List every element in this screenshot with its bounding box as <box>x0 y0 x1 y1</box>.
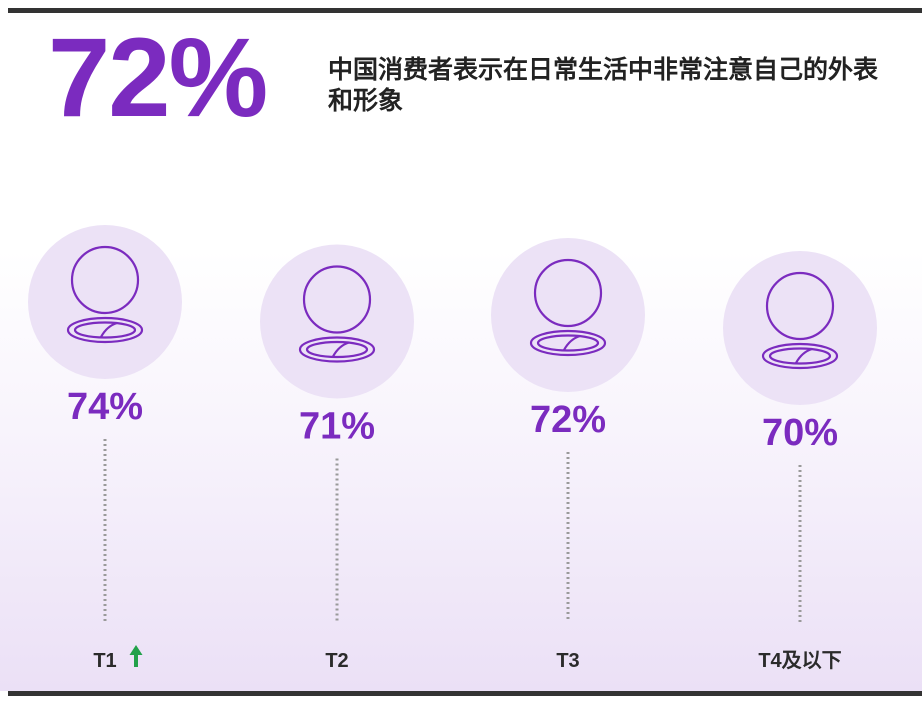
compact-mirror-icon <box>66 245 144 344</box>
compact-mirror-icon <box>298 265 376 363</box>
category-label: T1 <box>93 650 116 672</box>
up-arrow-icon <box>129 645 143 667</box>
category-label: T2 <box>325 650 348 672</box>
compact-mirror-icon <box>761 271 839 370</box>
value-label: 71% <box>299 406 375 448</box>
tier-bubble <box>260 244 414 399</box>
value-label: 70% <box>762 412 838 454</box>
value-label: 72% <box>530 399 606 441</box>
tier-column: 71% T2 <box>260 244 414 672</box>
top-rule <box>8 8 922 13</box>
bottom-rule <box>8 691 922 696</box>
tier-column: 72% T3 <box>491 238 645 672</box>
headline-stat: 72% <box>48 15 268 140</box>
value-label: 74% <box>67 386 143 428</box>
tier-bubble <box>723 251 877 405</box>
tier-column: 70% T4及以下 <box>723 251 877 672</box>
tier-column: 74% T1 <box>28 225 182 672</box>
category-label: T3 <box>556 650 579 672</box>
tier-bubble <box>491 238 645 392</box>
headline-text: 中国消费者表示在日常生活中非常注意自己的外表和形象 <box>328 56 879 115</box>
category-label: T4及以下 <box>758 649 841 672</box>
compact-mirror-icon <box>529 258 607 357</box>
tier-bubble <box>28 225 182 379</box>
